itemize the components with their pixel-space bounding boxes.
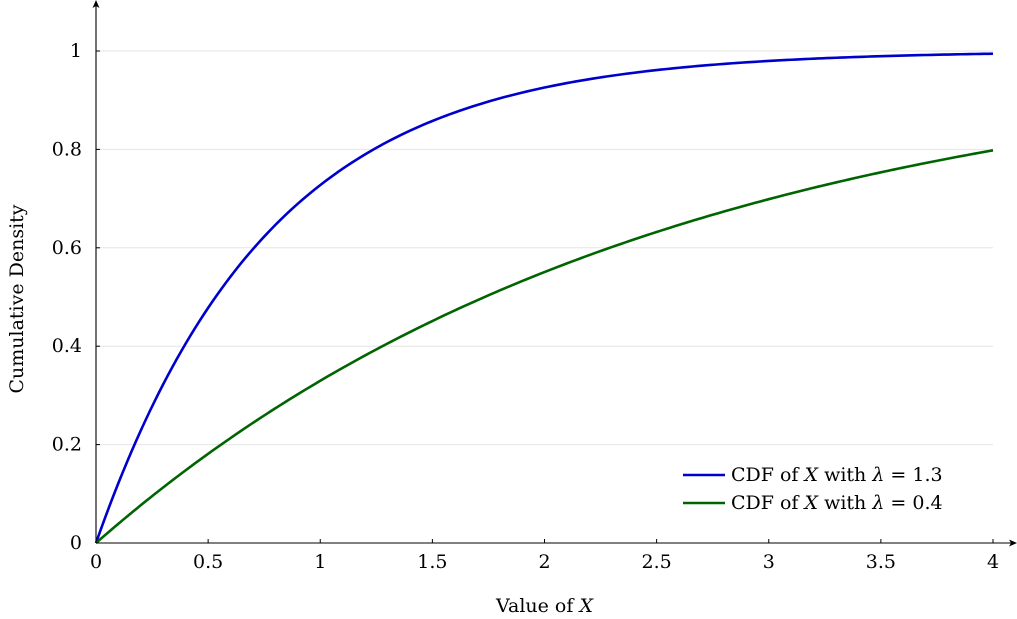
series-line-1 (94, 52, 994, 544)
legend-label-1-part-3: λ (871, 464, 884, 486)
legend-label-2-part-4: = 0.4 (884, 492, 942, 514)
ticks: 0 0.5 1 1.5 2 2.5 3 3.5 4 0 0.2 0.4 0.6 0.8 1 (52, 40, 999, 573)
x-tick-label-4: 2 (538, 551, 550, 573)
x-tick-label-1: 0.5 (193, 551, 223, 573)
x-tick-label-2: 1 (314, 551, 326, 573)
y-axis-arrowhead (92, 0, 100, 8)
legend-label-2-part-1: X (803, 492, 820, 514)
legend-label-1-part-4: = 1.3 (884, 464, 942, 486)
x-axis-title: Value of X (495, 595, 594, 617)
axes (92, 0, 1017, 547)
x-tick-label-8: 4 (987, 551, 999, 573)
series-line-2 (95, 149, 994, 544)
y-tick-label-0: 0 (70, 532, 82, 554)
x-tick-label-7: 3.5 (866, 551, 896, 573)
legend-label-2-part-3: λ (871, 492, 884, 514)
y-tick-label-2: 0.4 (52, 335, 82, 357)
grid (96, 50, 993, 446)
y-tick-label-1: 0.2 (52, 434, 82, 456)
x-tick-label-3: 1.5 (417, 551, 447, 573)
legend-label-1-part-2: with (818, 464, 872, 486)
y-tick-label-3: 0.6 (52, 237, 82, 259)
y-tick-label-4: 0.8 (52, 138, 82, 160)
x-axis-title-prefix: Value of (495, 595, 579, 617)
legend-label-1-part-1: X (803, 464, 820, 486)
x-tick-label-5: 2.5 (642, 551, 672, 573)
legend-label-1-part-0: CDF of (731, 464, 805, 486)
x-tick-label-6: 3 (763, 551, 775, 573)
legend-label-2: CDF of X with λ = 0.4 (731, 492, 943, 514)
y-axis-title: Cumulative Density (6, 204, 28, 393)
legend-label-2-part-2: with (818, 492, 872, 514)
x-tick-label-0: 0 (90, 551, 102, 573)
legend-label-1: CDF of X with λ = 1.3 (731, 464, 943, 486)
plot-area (94, 52, 994, 544)
y-tick-label-5: 1 (70, 40, 82, 62)
legend-label-2-part-0: CDF of (731, 492, 805, 514)
x-axis-title-variable: X (577, 595, 594, 617)
x-axis-arrowhead (1009, 539, 1017, 547)
